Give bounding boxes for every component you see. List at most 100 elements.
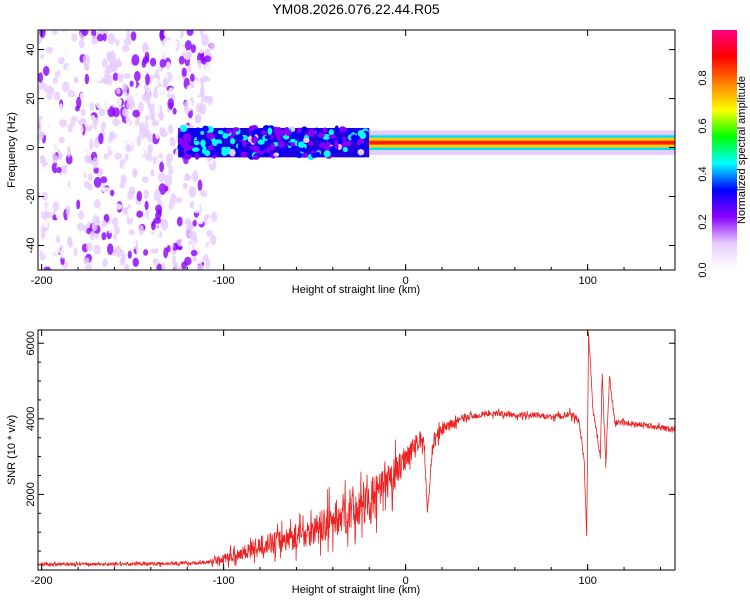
noise-blob	[190, 260, 198, 270]
noise-blob	[38, 72, 43, 83]
noise-blob	[138, 235, 145, 246]
noise-blob	[176, 197, 183, 204]
noise-blob	[46, 85, 53, 92]
snr-xtick-label: 0	[403, 575, 409, 587]
band-blob	[301, 126, 308, 132]
noise-blob	[153, 125, 160, 135]
noise-blob	[169, 227, 176, 235]
noise-blob	[193, 39, 201, 47]
noise-blob	[197, 215, 204, 225]
colorbar-tick-label: 0.6	[697, 118, 709, 133]
noise-blob	[143, 249, 149, 256]
noise-blob	[159, 30, 165, 42]
noise-blob	[141, 176, 149, 183]
noise-blob	[138, 36, 143, 47]
snr-xtick-label: 100	[578, 575, 596, 587]
noise-blob	[123, 91, 128, 101]
noise-blob	[149, 57, 157, 67]
noise-blob	[110, 61, 118, 72]
band-blob	[308, 128, 317, 134]
band-blob	[236, 135, 244, 141]
noise-blob	[93, 167, 99, 174]
noise-blob	[38, 43, 41, 55]
noise-blob	[200, 190, 208, 198]
noise-blob	[140, 30, 147, 35]
noise-blob	[62, 194, 70, 203]
noise-blob	[71, 33, 78, 42]
band-blob	[194, 127, 202, 133]
noise-blob	[123, 72, 131, 79]
noise-blob	[113, 97, 122, 107]
band-blob	[200, 139, 206, 148]
noise-blob	[51, 30, 58, 36]
band-blob	[204, 139, 212, 146]
noise-blob	[62, 81, 70, 92]
noise-blob	[75, 254, 83, 262]
spectrogram-frame	[37, 29, 676, 271]
band-blob	[185, 144, 191, 152]
noise-blob	[194, 113, 202, 124]
noise-blob	[155, 211, 162, 220]
noise-blob	[102, 187, 111, 194]
band-blob	[279, 130, 286, 137]
noise-blob	[78, 39, 85, 49]
noise-blob	[66, 116, 72, 123]
noise-blob	[154, 227, 160, 240]
noise-blob	[173, 261, 179, 270]
noise-blob	[93, 67, 101, 76]
noise-blob	[96, 33, 104, 42]
noise-blob	[44, 234, 51, 246]
noise-blob	[164, 174, 173, 187]
band-blob	[240, 151, 248, 158]
noise-blob	[87, 184, 93, 191]
noise-blob	[93, 199, 101, 209]
noise-blob	[77, 72, 84, 81]
spectrogram-ytick-label: -40	[25, 238, 37, 254]
noise-blob	[43, 266, 51, 270]
noise-blob	[47, 191, 54, 199]
noise-blob	[73, 46, 79, 59]
noise-blob	[53, 82, 62, 89]
noise-blob	[210, 234, 217, 246]
noise-blob	[66, 236, 73, 247]
noise-blob	[60, 248, 67, 259]
noise-blob	[201, 114, 207, 123]
band-blob	[250, 131, 255, 138]
noise-blob	[177, 118, 184, 125]
noise-blob	[126, 96, 133, 105]
noise-blob	[199, 30, 204, 37]
noise-blob	[206, 243, 213, 254]
noise-blob	[85, 242, 93, 252]
noise-blob	[107, 243, 114, 256]
band-blob	[277, 140, 285, 149]
noise-blob	[153, 189, 162, 202]
band-blob	[284, 147, 291, 154]
noise-blob	[202, 157, 208, 166]
band-blob	[183, 135, 192, 144]
noise-blob	[186, 30, 194, 37]
noise-blob	[92, 157, 99, 169]
noise-blob	[101, 47, 109, 56]
noise-blob	[65, 153, 73, 165]
noise-blob	[158, 93, 167, 105]
noise-blob	[43, 165, 52, 173]
snr-ytick-label: 4000	[25, 407, 37, 431]
band-blob	[318, 142, 327, 148]
noise-blob	[64, 131, 73, 144]
noise-blob	[170, 192, 176, 202]
noise-blob	[184, 40, 192, 51]
noise-blob	[133, 71, 141, 82]
band-blob	[328, 134, 337, 139]
noise-blob	[153, 31, 158, 39]
colorbar-tick-label: 0.2	[697, 214, 709, 229]
noise-blob	[38, 222, 43, 230]
noise-blob	[177, 96, 185, 105]
noise-blob	[43, 219, 49, 229]
noise-blob	[156, 86, 165, 94]
noise-blob	[129, 155, 136, 164]
noise-blob	[76, 199, 81, 210]
noise-blob	[79, 91, 87, 101]
noise-blob	[67, 123, 73, 133]
noise-blob	[120, 243, 127, 251]
band-blob	[191, 147, 200, 152]
